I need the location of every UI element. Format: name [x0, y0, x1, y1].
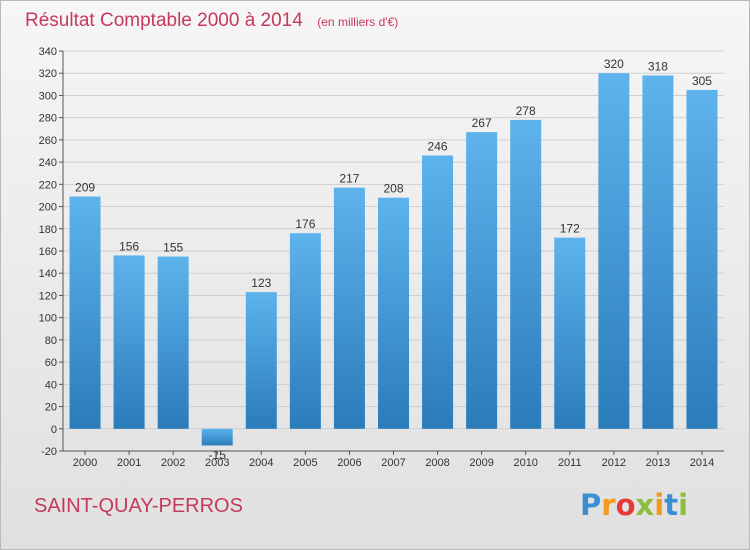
logo-letter: i [678, 488, 689, 522]
bar-2004 [245, 292, 277, 429]
value-label-2005: 176 [295, 217, 315, 231]
proxiti-logo: Proxiti [580, 488, 688, 522]
x-tick-label: 2006 [337, 457, 361, 469]
logo-letter: P [580, 488, 602, 522]
value-label-2011: 172 [560, 222, 580, 236]
y-tick-label: 40 [45, 379, 57, 391]
value-label-2014: 305 [692, 74, 712, 88]
bar-2010 [510, 119, 542, 429]
axes: -20 0 20 40 60 80 100 120 140 160 180 200 220 240 260 2… [39, 46, 724, 469]
value-label-2000: 209 [75, 181, 95, 195]
y-tick-label: 260 [39, 135, 57, 147]
y-tick-label: 320 [39, 68, 57, 80]
value-label-2009: 267 [472, 116, 492, 130]
y-tick-label: 220 [39, 179, 57, 191]
y-tick-label: 60 [45, 357, 57, 369]
value-label-2004: 123 [251, 276, 271, 290]
bars [69, 73, 718, 446]
x-tick-label: 2009 [469, 457, 493, 469]
y-tick-label: 340 [39, 46, 57, 58]
bar-2000 [69, 196, 101, 429]
value-label-2002: 155 [163, 241, 183, 255]
bar-2007 [378, 197, 409, 429]
x-tick-label: 2007 [381, 457, 405, 469]
y-tick-label: -20 [41, 446, 57, 458]
bar-2006 [333, 187, 365, 429]
y-tick-label: 20 [45, 402, 57, 414]
y-tick-label: 180 [39, 224, 57, 236]
x-tick-label: 2002 [161, 457, 185, 469]
value-label-2013: 318 [648, 59, 668, 73]
bar-2011 [554, 237, 586, 429]
bar-2003 [201, 428, 233, 446]
x-tick-label: 2001 [117, 457, 141, 469]
logo-letter: o [615, 488, 636, 522]
y-tick-label: 160 [39, 246, 57, 258]
y-tick-label: 80 [45, 335, 57, 347]
x-tick-label: 2003 [205, 457, 229, 469]
y-tick-label: 240 [39, 157, 57, 169]
y-tick-label: 300 [39, 90, 57, 102]
y-tick-label: 0 [51, 424, 57, 436]
logo-letter: x [635, 488, 655, 522]
bar-2013 [642, 75, 674, 429]
x-tick-label: 2011 [558, 457, 582, 469]
bar-2001 [113, 255, 145, 429]
value-labels: 209 156 155 -15 123 176 217 208 246 267 278 172 320 3… [75, 57, 712, 462]
value-label-2006: 217 [339, 172, 359, 186]
chart-title-group: Résultat Comptable 2000 à 2014 (en milli… [25, 10, 398, 31]
y-tick-label: 200 [39, 202, 57, 214]
x-tick-label: 2005 [293, 457, 317, 469]
bar-2005 [289, 233, 321, 429]
x-tick-label: 2012 [602, 457, 626, 469]
value-label-2003: -15 [209, 448, 227, 462]
place-name: SAINT-QUAY-PERROS [34, 495, 243, 517]
value-label-2008: 246 [428, 139, 448, 153]
y-tick-label: 120 [39, 290, 57, 302]
value-label-2007: 208 [383, 182, 403, 196]
chart-title: Résultat Comptable 2000 à 2014 [25, 10, 303, 31]
value-label-2001: 156 [119, 239, 139, 253]
bar-2009 [466, 132, 498, 429]
x-tick-label: 2014 [690, 457, 714, 469]
bar-2014 [686, 89, 718, 429]
x-tick-label: 2013 [646, 457, 670, 469]
y-tick-label: 140 [39, 268, 57, 280]
x-tick-label: 2010 [513, 457, 537, 469]
x-tick-label: 2000 [73, 457, 97, 469]
y-tick-label: 280 [39, 113, 57, 125]
x-tick-label: 2004 [249, 457, 273, 469]
bar-2002 [157, 256, 189, 429]
value-label-2012: 320 [604, 57, 624, 71]
bar-2012 [598, 73, 630, 429]
logo-letter: t [664, 488, 679, 522]
y-tick-label: 100 [39, 313, 57, 325]
chart-subtitle: (en milliers d'€) [317, 15, 398, 29]
logo-letter: i [654, 488, 665, 522]
logo-letter: r [601, 488, 616, 522]
value-label-2010: 278 [516, 104, 536, 118]
bar-2008 [422, 155, 454, 429]
x-tick-label: 2008 [425, 457, 449, 469]
